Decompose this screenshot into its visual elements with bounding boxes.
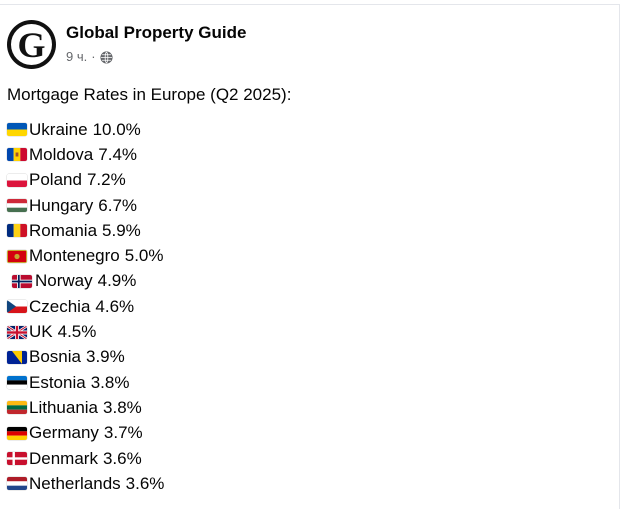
- post-subline: 9 ч. ·: [66, 49, 246, 65]
- country-name: Bosnia: [29, 347, 81, 367]
- post-meta: Global Property Guide 9 ч. ·: [66, 23, 246, 65]
- gb-flag-icon: [7, 325, 27, 339]
- country-name: Poland: [29, 170, 82, 190]
- country-name: Estonia: [29, 372, 86, 392]
- rate-item-dk: Denmark 3.6%: [7, 446, 164, 471]
- country-name: Czechia: [29, 296, 91, 316]
- mortgage-rate-value: 5.9%: [102, 220, 141, 240]
- mortgage-rate-value: 3.8%: [90, 372, 130, 392]
- lt-flag-icon: [7, 401, 27, 415]
- de-flag-icon: [7, 426, 27, 440]
- no-flag-icon: [12, 274, 32, 288]
- top-divider: [0, 4, 620, 5]
- rate-item-ua: Ukraine 10.0%: [7, 117, 164, 142]
- mortgage-rate-value: 4.5%: [57, 322, 97, 342]
- rate-item-de: Germany 3.7%: [7, 421, 164, 446]
- country-name: Moldova: [29, 144, 94, 164]
- rate-item-pl: Poland 7.2%: [7, 168, 164, 193]
- mortgage-rate-value: 3.8%: [103, 397, 142, 417]
- mortgage-rate-value: 3.7%: [103, 423, 143, 443]
- meta-separator: ·: [91, 49, 96, 64]
- rate-item-no: Norway 4.9%: [7, 269, 164, 294]
- rate-item-me: Montenegro 5.0%: [7, 243, 164, 268]
- mortgage-rate-value: 7.4%: [98, 144, 138, 164]
- mortgage-rate-value: 5.0%: [124, 246, 164, 266]
- mortgage-rate-value: 6.7%: [98, 195, 138, 215]
- country-name: Lithuania: [29, 397, 99, 417]
- nl-flag-icon: [7, 477, 27, 491]
- country-name: UK: [29, 322, 53, 342]
- rate-item-gb: UK 4.5%: [7, 319, 164, 344]
- mortgage-rate-value: 4.9%: [97, 271, 137, 291]
- rate-item-hu: Hungary 6.7%: [7, 193, 164, 218]
- country-name: Hungary: [29, 195, 94, 215]
- cz-flag-icon: [7, 300, 27, 314]
- country-name: Norway: [35, 271, 93, 291]
- mortgage-rates-list: Ukraine 10.0% Moldova 7.4% Poland 7.2% Hungary…: [7, 117, 164, 496]
- me-flag-icon: [7, 249, 27, 263]
- country-name: Ukraine: [29, 119, 88, 139]
- ee-flag-icon: [7, 376, 27, 390]
- mortgage-rate-value: 10.0%: [92, 119, 141, 139]
- country-name: Germany: [29, 423, 99, 443]
- avatar-logo: G: [11, 24, 52, 65]
- rate-item-md: Moldova 7.4%: [7, 142, 164, 167]
- ua-flag-icon: [7, 123, 27, 137]
- avatar[interactable]: G: [7, 20, 56, 69]
- country-name: Montenegro: [29, 246, 120, 266]
- mortgage-rate-value: 3.6%: [125, 473, 165, 493]
- md-flag-icon: [7, 148, 27, 162]
- mortgage-rate-value: 4.6%: [95, 296, 135, 316]
- rate-item-ee: Estonia 3.8%: [7, 370, 164, 395]
- ro-flag-icon: [7, 224, 27, 238]
- post-timestamp[interactable]: 9 ч.: [66, 49, 88, 64]
- page-name-link[interactable]: Global Property Guide: [66, 23, 247, 42]
- rate-item-nl: Netherlands 3.6%: [7, 471, 164, 496]
- post-header: G Global Property Guide 9 ч. ·: [7, 20, 246, 69]
- country-name: Netherlands: [29, 473, 121, 493]
- mortgage-rate-value: 3.9%: [85, 347, 125, 367]
- mortgage-rate-value: 3.6%: [102, 448, 142, 468]
- dk-flag-icon: [7, 452, 27, 465]
- rate-item-lt: Lithuania 3.8%: [7, 395, 164, 420]
- pl-flag-icon: [7, 173, 27, 187]
- hu-flag-icon: [7, 199, 27, 213]
- rate-item-ro: Romania 5.9%: [7, 218, 164, 243]
- country-name: Romania: [29, 220, 98, 240]
- post-title: Mortgage Rates in Europe (Q2 2025):: [7, 85, 292, 104]
- country-name: Denmark: [29, 448, 98, 468]
- mortgage-rate-value: 7.2%: [86, 170, 126, 190]
- rate-item-cz: Czechia 4.6%: [7, 294, 164, 319]
- globe-icon[interactable]: [99, 50, 113, 64]
- rate-item-ba: Bosnia 3.9%: [7, 345, 164, 370]
- ba-flag-icon: [7, 350, 27, 364]
